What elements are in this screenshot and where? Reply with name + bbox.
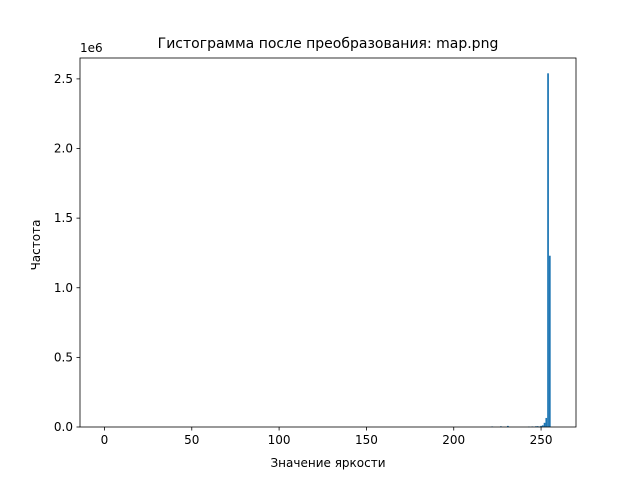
y-tick-label: 1.5 [54,211,73,225]
y-tick-label: 0.0 [54,420,73,434]
histogram-bar [507,425,509,427]
chart-title: Гистограмма после преобразования: map.pn… [158,36,499,52]
histogram-bar [547,73,549,427]
y-tick-label: 0.5 [54,350,73,364]
y-tick-label: 2.0 [54,142,73,156]
x-tick-label: 50 [184,433,199,447]
histogram-bar [540,425,542,427]
y-axis-offset-label: 1e6 [80,41,103,55]
histogram-bar [548,255,551,427]
y-tick-label: 1.0 [54,281,73,295]
histogram-bar [541,425,544,427]
axes-layer: 0 50 100 150 200 250 0.0 0.5 1.0 1.5 2.0 2.5 [54,57,577,447]
x-tick-label: 150 [355,433,378,447]
histogram-bar [545,417,548,427]
x-tick-label: 0 [101,433,109,447]
x-tick-label: 200 [442,433,465,447]
x-axis-label: Значение яркости [270,456,385,470]
histogram-bar [536,426,539,427]
x-tick-label: 100 [268,433,291,447]
x-tick-label: 250 [530,433,553,447]
y-tick-label: 2.5 [54,72,73,86]
histogram-bar [543,422,546,427]
axes-frame [79,57,577,428]
y-axis-label: Частота [29,220,43,271]
